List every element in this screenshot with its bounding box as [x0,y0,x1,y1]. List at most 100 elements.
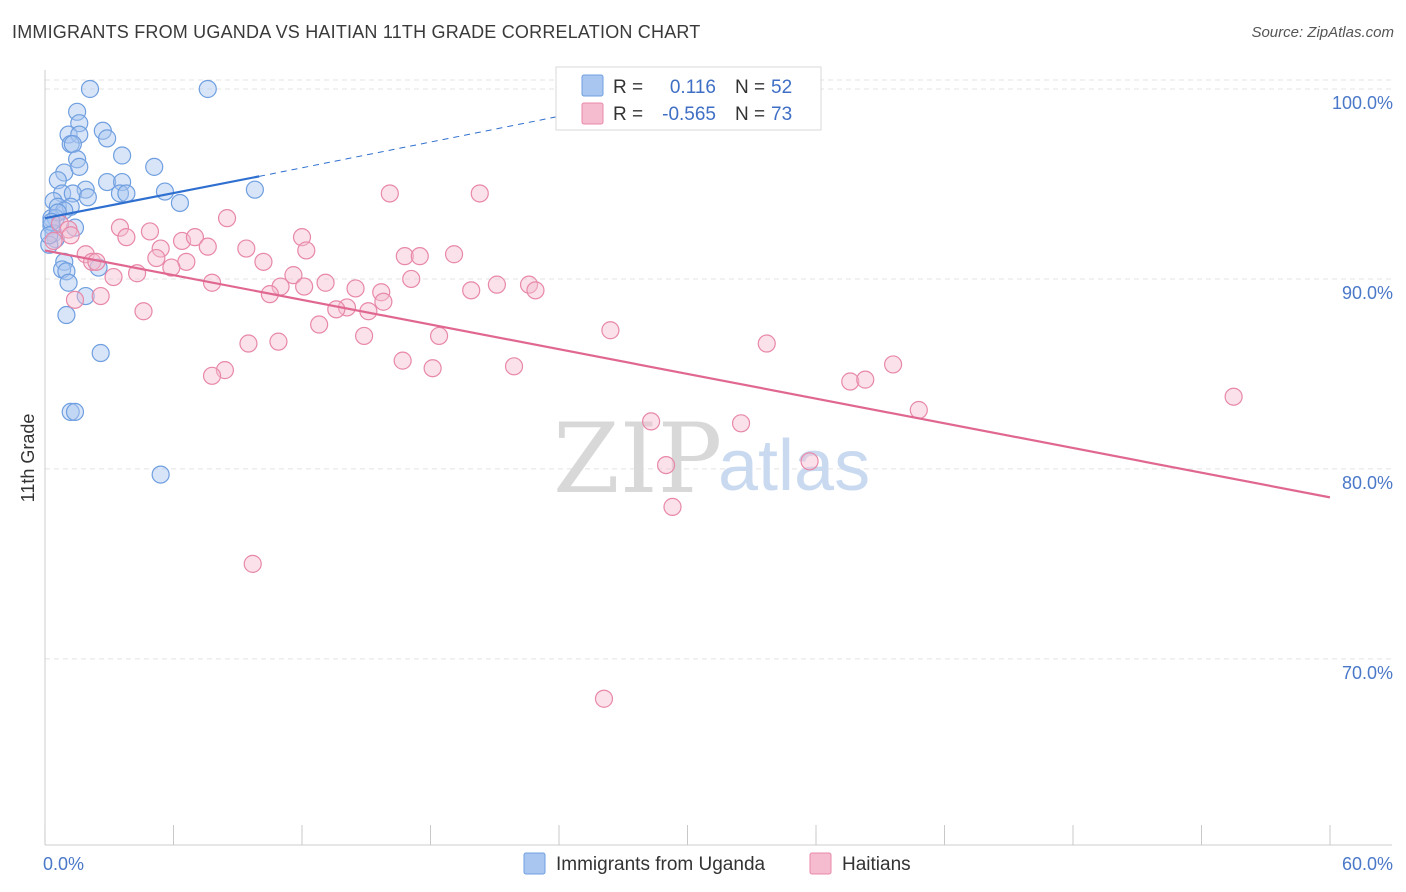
source-label: Source: ZipAtlas.com [1251,24,1394,41]
point-uganda [110,184,130,203]
y-tick-label: 100.0% [1332,93,1393,113]
point-haitians [526,281,545,300]
point-uganda [65,402,85,422]
point-haitians [395,247,414,266]
point-haitians [65,290,85,309]
point-haitians [202,366,222,385]
legend-r-label-1: R = [613,77,643,98]
x-tick-labels: 0.0% 60.0% [43,854,1393,874]
point-haitians [117,228,136,247]
legend-n-label-1: N = [735,77,765,98]
y-tick-labels: 70.0% 80.0% 90.0% 100.0% [1332,93,1393,683]
point-uganda [151,465,170,484]
point-haitians [909,400,928,420]
point-uganda [59,273,78,292]
trend-lines [44,109,1331,499]
point-haitians [110,218,130,237]
point-haitians [380,184,399,203]
bottom-legend-swatch-uganda [523,852,546,875]
point-haitians [487,275,506,294]
point-haitians [284,266,303,285]
point-uganda [145,157,164,176]
point-haitians [269,332,288,351]
point-uganda [91,343,110,363]
point-haitians [147,248,166,268]
point-uganda [63,134,82,154]
point-haitians [393,351,412,370]
point-haitians [310,315,329,334]
point-haitians [61,226,80,245]
point-haitians [410,247,429,266]
point-uganda [68,150,87,169]
watermark: ZIP atlas [553,403,870,515]
point-uganda [61,402,80,422]
bottom-legend-label-haitians: Haitians [842,854,911,875]
point-haitians [663,497,682,516]
point-haitians [217,209,237,228]
point-haitians [374,292,393,311]
point-haitians [316,273,335,292]
gridlines [45,79,1392,660]
point-uganda [155,182,175,201]
point-haitians [402,269,421,289]
point-haitians [423,359,442,378]
point-haitians [198,237,217,256]
legend-n-label-2: N = [735,104,765,125]
point-haitians [297,241,316,260]
point-haitians [594,689,614,708]
point-haitians [243,554,262,573]
trend-line-uganda-extension [259,109,592,177]
bottom-legend: Immigrants from Uganda Haitians [523,852,911,875]
point-haitians [800,452,819,471]
trend-line-haitians [44,249,1331,499]
point-haitians [883,355,903,374]
x-tick-label: 0.0% [43,854,84,874]
trend-line-uganda [44,175,260,220]
bottom-legend-label-uganda: Immigrants from Uganda [556,854,766,875]
point-uganda [76,286,95,306]
point-haitians [44,231,63,251]
y-tick-label: 90.0% [1342,283,1393,303]
legend-n-value-2: 73 [771,104,792,125]
point-haitians [239,334,258,353]
watermark-atlas: atlas [718,426,870,506]
point-uganda [98,172,117,192]
point-haitians [91,286,110,306]
x-tick-label: 60.0% [1342,854,1393,874]
point-haitians [1224,387,1243,406]
point-haitians [841,372,860,391]
point-haitians [151,239,170,258]
y-axis-label: 11th Grade [18,414,38,503]
legend-r-value-2: -0.565 [662,104,716,125]
point-haitians [355,326,374,346]
point-haitians [470,184,489,203]
chart-title: IMMIGRANTS FROM UGANDA VS HAITIAN 11TH G… [12,22,701,42]
data-points [40,79,1243,708]
point-haitians [134,302,153,321]
point-haitians [656,455,676,475]
point-uganda [68,102,87,121]
bottom-legend-swatch-haitians [809,852,832,875]
point-haitians [104,267,123,287]
point-uganda [80,79,100,99]
point-haitians [731,414,751,433]
point-uganda [63,184,82,203]
legend-r-label-2: R = [613,104,643,125]
legend-n-value-1: 52 [771,77,792,98]
point-uganda [70,157,89,176]
point-haitians [140,222,160,241]
legend-r-value-1: 0.116 [670,77,716,98]
y-tick-label: 70.0% [1342,663,1393,683]
point-uganda [112,172,132,192]
point-uganda [57,305,76,325]
point-uganda [198,79,217,99]
point-haitians [237,239,256,258]
point-haitians [757,334,776,353]
point-haitians [462,281,481,300]
point-haitians [185,228,205,247]
point-haitians [327,300,346,319]
point-uganda [57,262,76,281]
point-haitians [504,357,524,376]
point-uganda [98,129,117,148]
